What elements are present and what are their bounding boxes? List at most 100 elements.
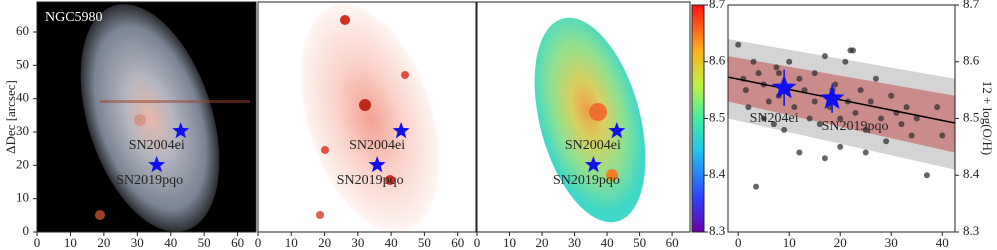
colorbar (692, 5, 704, 232)
data-point (750, 58, 757, 65)
data-point (888, 92, 895, 99)
x-tick-label: 60 (666, 235, 679, 250)
y-axis-label: ΔDec [arcsec] (3, 80, 18, 154)
data-point (811, 98, 818, 105)
data-point (745, 104, 752, 111)
y-tick-label: 8.7 (963, 0, 980, 11)
x-tick-label: 0 (474, 235, 481, 250)
data-point (934, 104, 941, 111)
x-tick-label: 0 (735, 235, 742, 250)
data-point (903, 104, 910, 111)
sn-label: SN2019pqo (822, 119, 889, 134)
x-tick-label: 50 (198, 235, 211, 250)
data-point (806, 115, 813, 122)
data-point (908, 132, 915, 139)
data-point (811, 70, 818, 77)
data-point (742, 87, 749, 94)
x-tick-label: 20 (318, 235, 331, 250)
data-point (832, 81, 839, 88)
data-point (872, 75, 879, 82)
data-point (852, 109, 859, 116)
data-point (867, 98, 874, 105)
data-point (791, 104, 798, 111)
sn-label: SN204ei (750, 111, 799, 126)
data-point (939, 132, 946, 139)
data-point (837, 143, 844, 150)
x-tick-label: 10 (503, 235, 516, 250)
data-point (862, 126, 869, 133)
sn-label: SN2019pqo (337, 173, 404, 188)
sn-marker (172, 122, 190, 139)
y-tick-label: 0 (23, 223, 30, 238)
x-tick-label: 30 (568, 235, 581, 250)
axes-frame (36, 1, 257, 233)
data-point (781, 126, 788, 133)
y-tick-label: 20 (16, 156, 29, 171)
x-tick-label: 20 (834, 235, 847, 250)
x-tick-label: 30 (885, 235, 898, 250)
data-point (923, 172, 930, 179)
y-tick-label: 8.6 (963, 53, 980, 68)
metallicity-image (477, 2, 690, 232)
data-point (842, 58, 849, 65)
rgb-image (37, 2, 256, 232)
colorbar-tick-label: 8.3 (709, 223, 725, 238)
data-point (765, 98, 772, 105)
data-point (796, 75, 803, 82)
x-tick-label: 0 (255, 235, 262, 250)
data-point (878, 115, 885, 122)
x-tick-label: 0 (34, 235, 41, 250)
data-point (913, 115, 920, 122)
x-tick-label: 20 (97, 235, 110, 250)
data-point (837, 115, 844, 122)
x-tick-label: 50 (418, 235, 431, 250)
x-tick-label: 60 (451, 235, 464, 250)
data-point (862, 149, 869, 156)
x-tick-label: 60 (231, 235, 244, 250)
y-tick-label: 30 (16, 123, 29, 138)
data-point (821, 53, 828, 60)
sn-label: SN2019pqo (553, 173, 620, 188)
x-tick-label: 40 (601, 235, 614, 250)
y-tick-label: 8.5 (963, 109, 979, 124)
x-tick-label: 30 (131, 235, 144, 250)
colorbar-tick-label: 8.6 (709, 53, 726, 68)
fit-line (728, 76, 955, 124)
sn-marker (368, 156, 386, 173)
data-point (857, 87, 864, 94)
data-point (753, 183, 760, 190)
sn-label: SN2004ei (565, 138, 621, 153)
data-point (776, 70, 783, 77)
y-tick-label: 8.4 (963, 166, 980, 181)
data-point (735, 41, 742, 48)
data-point (796, 149, 803, 156)
sn-marker (584, 156, 602, 173)
y-tick-label: 50 (16, 56, 29, 71)
sn-marker (608, 122, 626, 139)
colorbar-tick-label: 8.7 (709, 0, 726, 11)
sn-marker (148, 156, 166, 173)
sn-marker (819, 85, 845, 110)
sn-label: SN2019pqo (116, 173, 183, 188)
data-point (760, 115, 767, 122)
halpha-image (258, 2, 476, 232)
data-point (816, 121, 823, 128)
x-tick-label: 40 (385, 235, 398, 250)
sn-label: SN2004ei (129, 138, 185, 153)
data-point (898, 121, 905, 128)
x-tick-label: 10 (783, 235, 796, 250)
x-tick-label: 40 (164, 235, 177, 250)
x-tick-label: 10 (64, 235, 77, 250)
colorbar-tick-label: 8.5 (709, 109, 725, 124)
y-tick-label: 60 (16, 23, 29, 38)
data-point (770, 121, 777, 128)
y-axis-label: 12 + log(O/H) (980, 81, 995, 156)
y-tick-label: 10 (16, 190, 29, 205)
data-point (883, 138, 890, 145)
sn-marker (771, 74, 797, 99)
x-tick-label: 20 (536, 235, 549, 250)
x-tick-label: 50 (633, 235, 646, 250)
x-tick-label: 10 (285, 235, 298, 250)
galaxy-name: NGC5980 (45, 10, 103, 25)
